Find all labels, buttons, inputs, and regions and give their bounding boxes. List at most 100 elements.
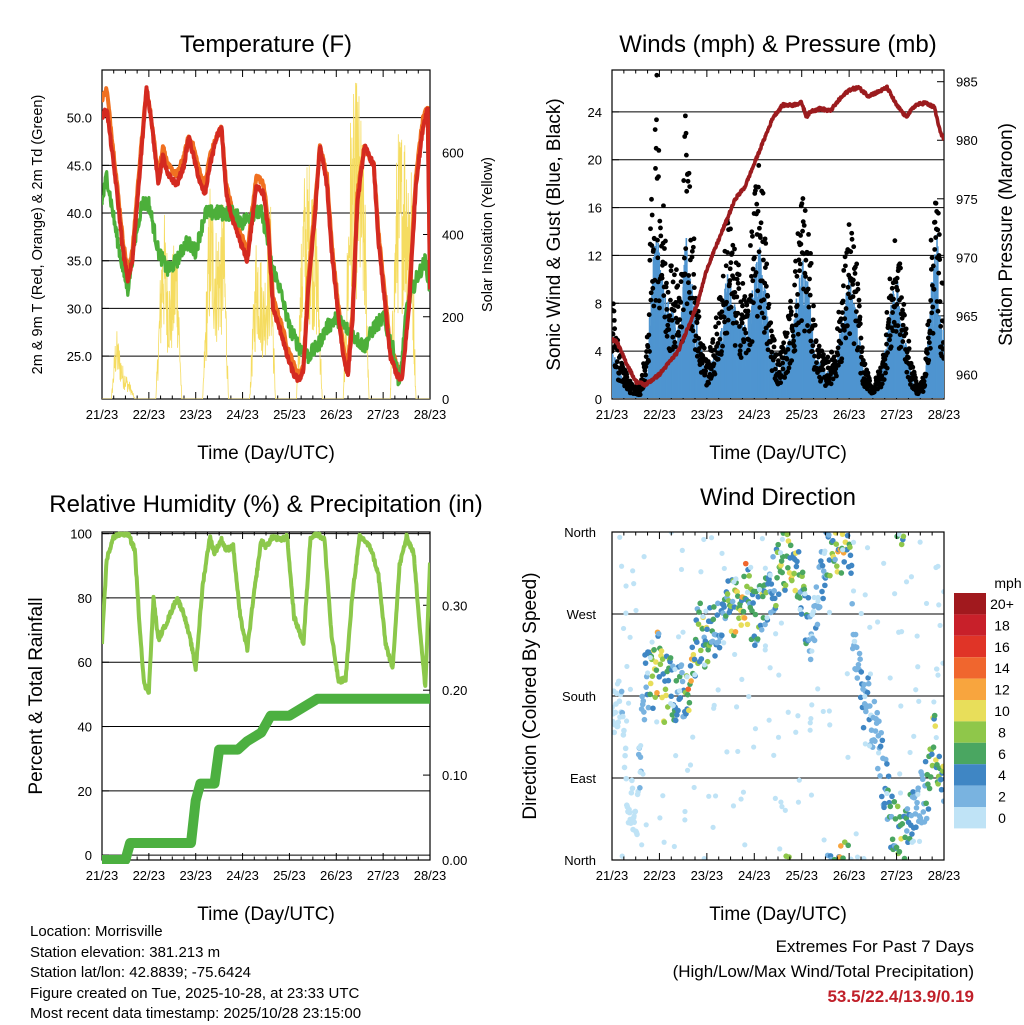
direction-point [621,727,627,734]
gust-point [845,291,851,297]
direction-point [910,838,917,844]
direction-point [744,621,751,628]
gust-point [681,178,687,183]
direction-point [935,563,941,569]
direction-point [715,600,721,607]
direction-point [896,532,902,537]
direction-point [779,804,785,810]
x-tick-label: 22/23 [133,407,166,422]
gust-point [684,301,690,307]
direction-point [701,855,707,860]
x-tick-label: 25/23 [785,868,818,883]
gust-point [894,275,900,281]
direction-point [848,856,854,860]
direction-point [734,593,741,599]
x-tick-label: 25/23 [273,407,306,422]
gust-point [816,343,822,349]
y-tick-label: 20 [78,784,92,799]
direction-point [808,792,815,798]
direction-point [748,564,754,570]
direction-point [827,572,833,579]
data-point [140,201,144,206]
x-tick-label: 24/23 [226,868,259,883]
direction-point [682,817,688,823]
gust-point [812,322,818,328]
direction-point [631,819,637,825]
gust-point [683,152,689,158]
direction-point [654,690,660,696]
gust-point [745,308,751,314]
direction-point [937,622,943,629]
gust-point [888,293,894,299]
direction-point [848,562,855,569]
gust-point [792,269,798,274]
y2-tick-label: 980 [956,133,978,148]
direction-point [638,742,644,749]
direction-point [923,800,929,807]
gust-point [648,226,653,232]
direction-point [844,671,850,677]
direction-point [771,595,778,602]
direction-point [654,719,660,725]
gust-point [662,246,667,251]
panel-2: Winds (mph) & Pressure (mb) Time (Day/UTC… [544,31,1017,464]
direction-point [917,539,923,545]
direction-point [639,842,645,848]
panel-title: Temperature (F) [180,31,352,58]
direction-point [630,568,636,574]
direction-point [620,625,627,632]
series-solar-insolation [102,82,430,399]
y-tick-label: 0 [595,392,602,407]
gust-point [724,330,730,336]
gust-point [790,328,796,334]
direction-point [757,622,764,629]
direction-point [675,634,682,640]
direction-point [684,674,690,680]
gust-point [686,289,692,295]
gust-point [786,365,792,371]
gust-point [749,229,755,235]
gust-point [926,357,932,363]
gust-point [715,340,721,346]
gust-point [837,328,843,334]
gust-point [850,294,856,300]
direction-point [821,837,827,843]
gust-point [670,279,676,285]
gust-point [769,349,775,355]
direction-point [650,705,656,712]
gust-point [786,316,792,322]
gust-point [749,339,755,345]
direction-point [711,604,717,610]
direction-point [839,532,846,537]
gust-point [940,346,944,352]
direction-point [911,733,917,739]
direction-point [631,581,637,587]
gust-point [876,379,881,385]
direction-point [914,799,920,806]
gust-point [887,337,892,343]
direction-point [826,532,832,538]
gust-point [719,309,725,315]
gust-point [648,297,654,303]
gust-point [884,341,889,347]
gust-point [653,166,658,171]
direction-point [926,785,933,792]
gust-point [759,310,765,316]
direction-point [916,838,923,844]
gust-point [672,272,677,278]
gust-point [835,352,841,358]
direction-point [861,681,867,688]
direction-point [923,815,930,822]
y2-tick-label: 600 [442,145,464,160]
direction-point [782,587,788,593]
gust-point [768,328,774,334]
direction-point [858,610,864,617]
gust-point [798,233,803,238]
direction-point [649,639,655,645]
direction-point [758,626,765,633]
gust-point [687,184,693,189]
panel-title: Wind Direction [700,484,856,511]
direction-point [698,656,705,662]
direction-point [627,686,633,692]
gust-point [662,261,668,266]
